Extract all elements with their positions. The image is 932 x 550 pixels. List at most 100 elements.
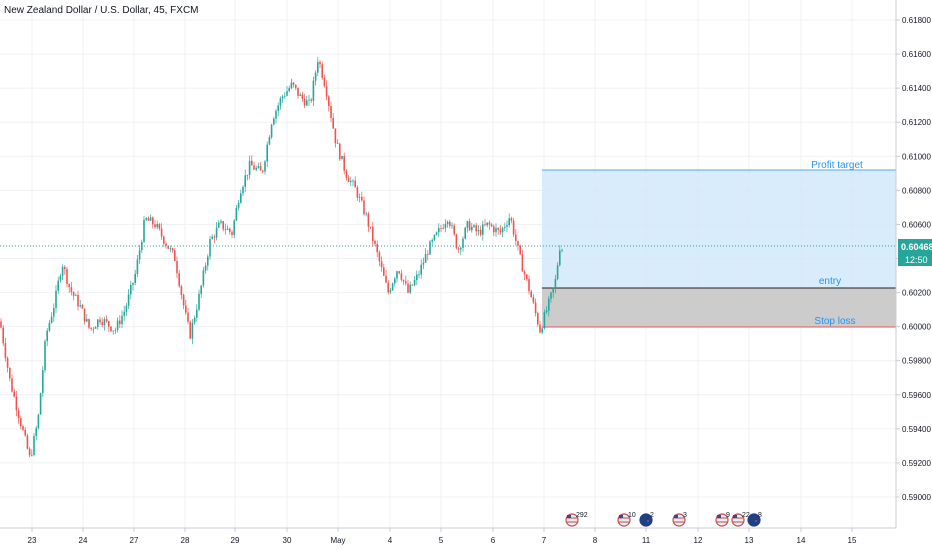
event-marker[interactable]: 22 bbox=[731, 512, 750, 527]
candle-body bbox=[288, 88, 290, 92]
time-tick-label: 29 bbox=[231, 536, 240, 545]
candle-body bbox=[57, 280, 59, 291]
economic-events-row[interactable]: 292 10 2 3 9 22 8 bbox=[565, 512, 762, 527]
candle-body bbox=[86, 319, 88, 322]
candle-body bbox=[264, 161, 266, 172]
candle-body bbox=[464, 227, 466, 239]
time-tick-label: 7 bbox=[542, 536, 547, 545]
price-tick-label: 0.59600 bbox=[902, 391, 931, 400]
candle-body bbox=[275, 110, 277, 119]
candle-body bbox=[101, 322, 103, 325]
candle-body bbox=[20, 418, 22, 427]
time-axis[interactable]: 23 24 27 28 29 30 May 4 5 6 7 8 11 12 13 14 15 bbox=[28, 528, 857, 545]
candle-body bbox=[400, 273, 403, 280]
candle-body bbox=[242, 186, 244, 194]
candle-body bbox=[545, 310, 548, 313]
candle-body bbox=[495, 227, 497, 233]
profit-zone[interactable] bbox=[542, 170, 896, 288]
candle-body bbox=[185, 305, 187, 313]
candle-body bbox=[123, 311, 125, 316]
candle-body bbox=[116, 320, 119, 330]
candle-body bbox=[418, 274, 420, 276]
candle-body bbox=[204, 265, 207, 271]
candle-body bbox=[158, 224, 161, 229]
event-marker[interactable]: 292 bbox=[565, 512, 588, 527]
candle-body bbox=[169, 248, 172, 249]
candle-body bbox=[341, 155, 343, 160]
candle-body bbox=[365, 213, 367, 215]
price-tick-label: 0.59800 bbox=[902, 357, 931, 366]
candle-body bbox=[543, 312, 546, 329]
candle-body bbox=[251, 160, 253, 166]
price-tick-label: 0.61200 bbox=[902, 118, 931, 127]
candle-body bbox=[431, 239, 433, 242]
event-marker[interactable]: 8 bbox=[747, 512, 762, 527]
profit-target-label: Profit target bbox=[811, 160, 863, 171]
candle-body bbox=[528, 279, 530, 292]
candle-body bbox=[156, 224, 158, 228]
candle-body bbox=[317, 62, 319, 73]
price-tick-label: 0.61800 bbox=[902, 16, 931, 25]
candle-body bbox=[440, 228, 442, 229]
candle-body bbox=[460, 247, 462, 250]
candle-body bbox=[444, 224, 447, 229]
candle-body bbox=[99, 319, 101, 323]
long-position-tool[interactable]: Profit target entry Stop loss bbox=[542, 160, 896, 328]
candle-body bbox=[136, 259, 139, 274]
candle-body bbox=[391, 283, 394, 291]
candle-body bbox=[530, 291, 532, 298]
event-count: 22 bbox=[742, 512, 750, 519]
time-tick-label: 4 bbox=[388, 536, 393, 545]
candle-body bbox=[125, 305, 128, 312]
candle-body bbox=[165, 243, 167, 246]
flag-star bbox=[755, 520, 757, 522]
event-marker[interactable]: 10 bbox=[617, 512, 636, 527]
flag-canton bbox=[733, 515, 737, 518]
candle-body bbox=[334, 128, 337, 144]
candle-body bbox=[372, 226, 374, 241]
candle-body bbox=[94, 327, 97, 329]
candle-body bbox=[409, 284, 411, 293]
candle-body bbox=[475, 225, 477, 232]
candle-body bbox=[262, 170, 264, 172]
candle-body bbox=[435, 232, 438, 235]
candle-body bbox=[103, 319, 106, 325]
candle-body bbox=[160, 228, 163, 237]
candle-body bbox=[193, 317, 196, 323]
candle-body bbox=[202, 270, 205, 286]
event-marker[interactable]: 3 bbox=[672, 512, 687, 527]
candle-body bbox=[539, 324, 541, 333]
candle-body bbox=[358, 196, 361, 198]
candle-body bbox=[534, 302, 537, 314]
candle-body bbox=[394, 278, 396, 284]
stop-loss-zone[interactable] bbox=[542, 288, 896, 327]
candle-body bbox=[312, 80, 315, 101]
event-count: 3 bbox=[683, 512, 687, 519]
candle-body bbox=[127, 294, 130, 306]
candle-body bbox=[266, 144, 268, 162]
candle-body bbox=[451, 225, 453, 227]
time-tick-label: 14 bbox=[797, 536, 806, 545]
event-marker[interactable]: 9 bbox=[715, 512, 730, 527]
event-marker[interactable]: 2 bbox=[639, 512, 654, 527]
candle-body bbox=[422, 262, 425, 265]
candle-body bbox=[515, 234, 517, 241]
candle-body bbox=[380, 261, 383, 268]
candle-body bbox=[253, 165, 255, 170]
candle-body bbox=[92, 328, 95, 330]
candle-body bbox=[453, 225, 455, 235]
candle-body bbox=[541, 328, 543, 333]
candle-body bbox=[389, 290, 392, 293]
candle-body bbox=[301, 94, 304, 99]
candle-body bbox=[259, 166, 262, 171]
candle-body bbox=[39, 393, 42, 415]
candle-body bbox=[178, 273, 180, 287]
candle-body bbox=[308, 99, 310, 101]
flag-canton bbox=[674, 515, 678, 518]
candle-body bbox=[211, 236, 213, 239]
candle-body bbox=[231, 231, 233, 235]
candle-body bbox=[4, 343, 7, 359]
candle-body bbox=[72, 291, 75, 296]
candle-body bbox=[532, 297, 535, 303]
